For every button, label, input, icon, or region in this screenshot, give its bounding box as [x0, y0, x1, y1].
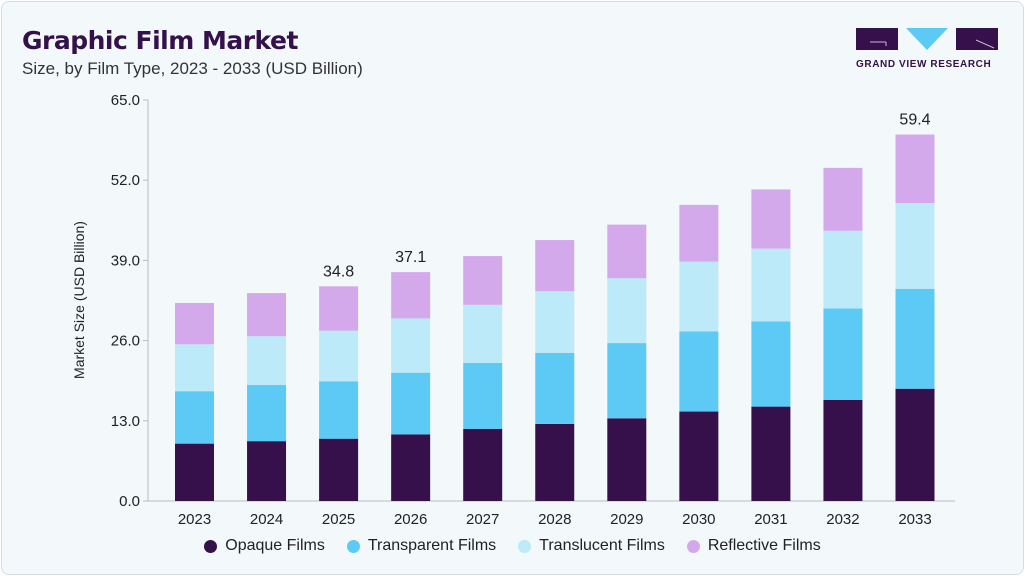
bar-segment-opaque-films: [751, 406, 791, 501]
bar-segment-translucent-films: [679, 261, 719, 332]
bar-segment-reflective-films: [895, 134, 935, 204]
legend-item: Translucent Films: [518, 537, 665, 555]
x-tick-label: 2033: [898, 511, 931, 528]
bar-segment-transparent-films: [751, 321, 791, 407]
bar-segment-opaque-films: [607, 418, 647, 501]
bar-segment-transparent-films: [175, 391, 214, 444]
legend-dot-icon: [518, 539, 532, 553]
bar-segment-reflective-films: [319, 286, 359, 331]
bar-segment-translucent-films: [607, 278, 647, 344]
grand-view-research-logo: [856, 28, 998, 50]
bar-segment-opaque-films: [823, 399, 863, 501]
bar-segment-opaque-films: [535, 423, 575, 501]
bar-segment-transparent-films: [535, 352, 575, 424]
legend-item: Transparent Films: [346, 537, 497, 555]
y-tick-label: 39.0: [111, 252, 140, 269]
bar-segment-reflective-films: [391, 272, 431, 319]
data-label: 37.1: [395, 249, 426, 266]
bar-segment-transparent-films: [679, 331, 719, 412]
bar-segment-opaque-films: [463, 428, 503, 501]
bar-segment-translucent-films: [751, 248, 791, 322]
y-tick-label: 0.0: [119, 493, 140, 510]
bar-segment-translucent-films: [535, 291, 575, 353]
bar-segment-translucent-films: [319, 330, 359, 382]
y-axis-label: Market Size (USD Billion): [71, 221, 87, 379]
x-tick-label: 2025: [322, 511, 355, 528]
bar-segment-reflective-films: [823, 167, 863, 231]
y-tick-label: 13.0: [111, 413, 140, 430]
bar-segment-translucent-films: [823, 230, 863, 309]
legend-label: Translucent Films: [539, 537, 665, 554]
x-tick-label: 2029: [610, 511, 643, 528]
bar-segment-translucent-films: [247, 336, 287, 386]
bar-segment-reflective-films: [679, 204, 719, 262]
data-label: 34.8: [323, 263, 354, 280]
x-tick-label: 2030: [682, 511, 715, 528]
y-tick-label: 26.0: [111, 333, 140, 350]
y-tick-label: 65.0: [111, 92, 140, 109]
bar-segment-transparent-films: [823, 308, 863, 400]
bar-segment-translucent-films: [175, 344, 214, 392]
bar-segment-opaque-films: [391, 434, 431, 501]
x-tick-label: 2024: [250, 511, 283, 528]
x-tick-label: 2023: [178, 511, 211, 528]
bar-segment-reflective-films: [751, 189, 791, 249]
bar-segment-transparent-films: [895, 288, 935, 389]
bar-segment-translucent-films: [463, 304, 503, 363]
legend-label: Transparent Films: [367, 537, 497, 554]
bar-segment-transparent-films: [319, 381, 359, 439]
logo-text: GRAND VIEW RESEARCH: [856, 59, 992, 70]
bar-segment-opaque-films: [895, 388, 935, 501]
bar-segment-opaque-films: [175, 443, 214, 501]
x-tick-label: 2026: [394, 511, 427, 528]
bar-segment-reflective-films: [175, 302, 214, 345]
bar-segment-translucent-films: [391, 318, 431, 373]
y-tick-label: 52.0: [111, 172, 140, 189]
data-label: 59.4: [899, 112, 930, 129]
legend: Opaque Films Transparent Films Translucent…: [0, 537, 1025, 555]
chart-title: Graphic Film Market: [22, 26, 298, 55]
bar-segment-transparent-films: [391, 372, 431, 435]
bar-segment-translucent-films: [895, 203, 935, 289]
legend-item: Opaque Films: [204, 537, 325, 555]
legend-dot-icon: [686, 539, 700, 553]
x-tick-label: 2027: [466, 511, 499, 528]
x-tick-label: 2031: [754, 511, 787, 528]
legend-dot-icon: [204, 539, 218, 553]
bar-segment-reflective-films: [247, 293, 287, 337]
legend-label: Reflective Films: [707, 537, 821, 554]
legend-dot-icon: [346, 539, 360, 553]
chart-subtitle: Size, by Film Type, 2023 - 2033 (USD Bil…: [22, 59, 363, 78]
legend-label: Opaque Films: [225, 537, 325, 554]
bar-segment-transparent-films: [247, 385, 287, 442]
x-tick-label: 2028: [538, 511, 571, 528]
bar-segment-reflective-films: [535, 240, 575, 292]
x-tick-label: 2032: [826, 511, 859, 528]
bar-segment-opaque-films: [679, 411, 719, 501]
bar-segment-transparent-films: [607, 343, 647, 419]
bar-segment-reflective-films: [463, 256, 503, 305]
bar-segment-reflective-films: [607, 224, 647, 279]
legend-item: Reflective Films: [686, 537, 821, 555]
bar-segment-transparent-films: [463, 362, 503, 429]
bar-segment-opaque-films: [319, 438, 359, 501]
bar-segment-opaque-films: [247, 441, 287, 501]
